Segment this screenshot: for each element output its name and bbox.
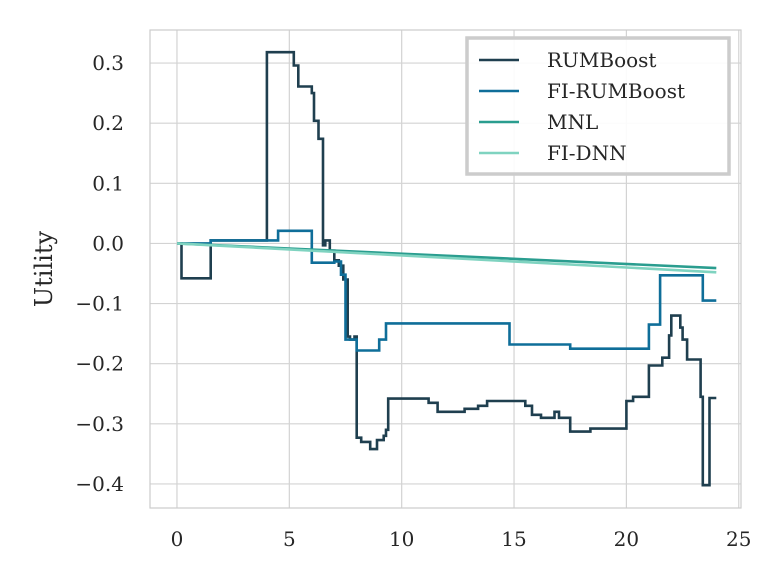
- y-tick-label: 0.0: [92, 231, 124, 255]
- plot-frame: [149, 29, 742, 509]
- x-tick-label: 5: [283, 527, 296, 551]
- x-tick-label: 25: [726, 527, 751, 551]
- y-tick-label: 0.3: [92, 51, 124, 75]
- y-tick-label: −0.4: [75, 472, 124, 496]
- y-tick-label: −0.3: [75, 412, 124, 436]
- x-tick-label: 15: [501, 527, 526, 551]
- legend-label: FI-RUMBoost: [547, 79, 685, 103]
- x-axis: 0 5 10 15 20 25: [171, 527, 752, 551]
- y-tick-label: 0.2: [92, 111, 124, 135]
- legend-label: FI-DNN: [547, 141, 627, 165]
- x-tick-label: 0: [171, 527, 184, 551]
- series-line-fi-rumboost: [177, 229, 717, 352]
- legend: RUMBoost FI-RUMBoost MNL FI-DNN: [465, 36, 731, 176]
- series-layer: [176, 50, 717, 487]
- legend-label: MNL: [547, 110, 598, 134]
- x-tick-label: 10: [389, 527, 414, 551]
- y-axis: 0.3 0.2 0.1 0.0 −0.1 −0.2 −0.3 −0.4: [75, 51, 124, 496]
- y-tick-label: 0.1: [92, 171, 124, 195]
- y-tick-label: −0.1: [75, 292, 124, 316]
- legend-label: RUMBoost: [547, 48, 656, 72]
- grid: [150, 30, 741, 508]
- y-axis-label: Utility: [30, 231, 58, 308]
- y-tick-label: −0.2: [75, 352, 124, 376]
- series-line-rumboost: [177, 50, 717, 487]
- x-tick-label: 20: [614, 527, 639, 551]
- series-line-fi-dnn: [176, 242, 717, 274]
